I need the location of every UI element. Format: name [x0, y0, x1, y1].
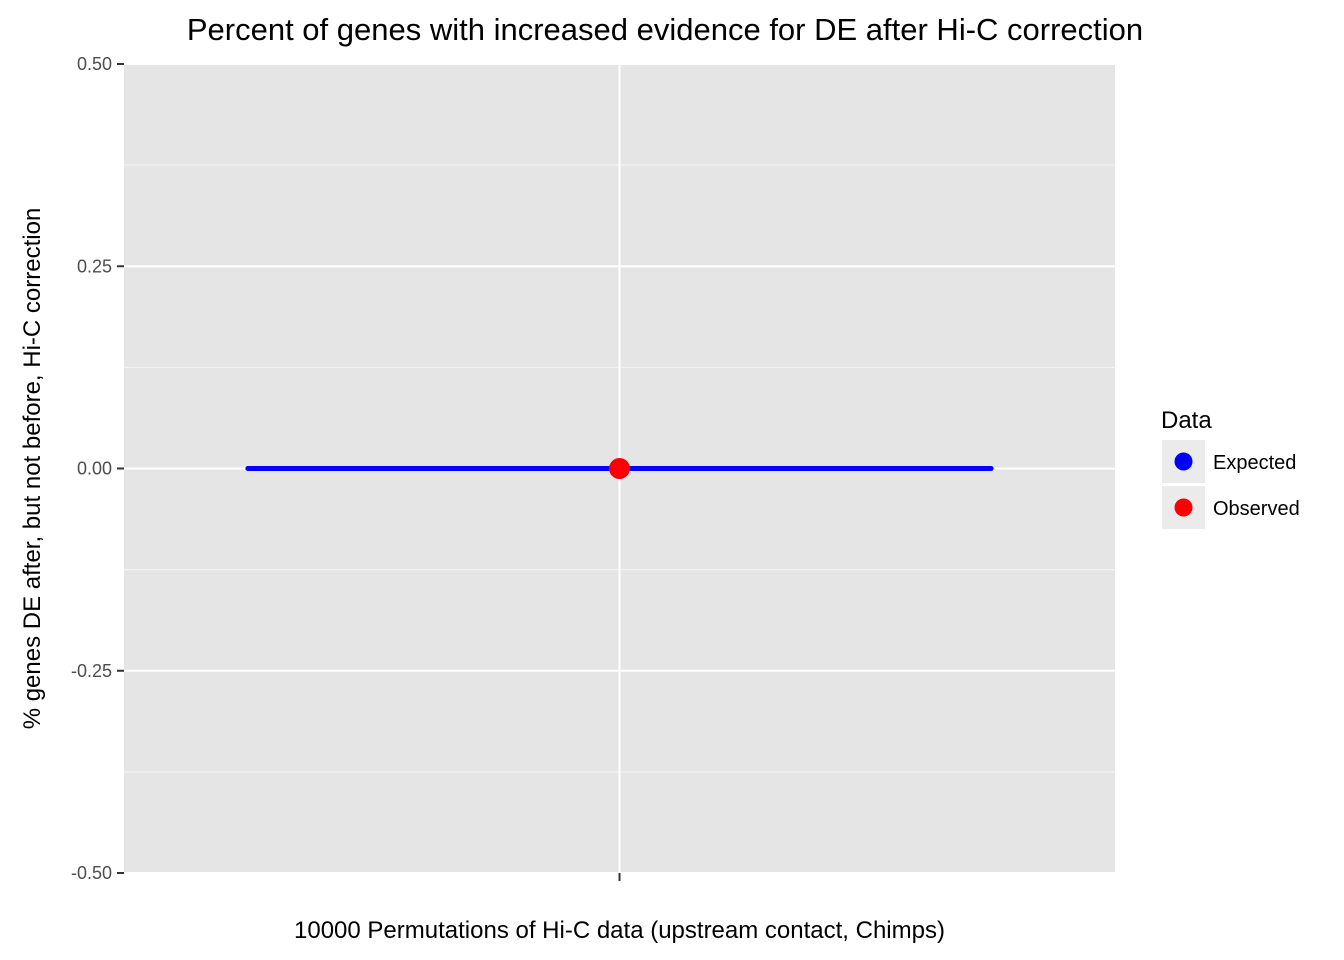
y-tick-label: -0.25 [71, 661, 112, 681]
legend-marker-observed [1174, 498, 1193, 517]
chart-title: Percent of genes with increased evidence… [187, 12, 1143, 47]
legend-marker-expected [1174, 452, 1193, 471]
legend: Data Expected Observed [1161, 407, 1300, 529]
data-marks [245, 458, 994, 479]
observed-point [609, 458, 630, 479]
y-axis-ticks: 0.50 0.25 0.00 -0.25 -0.50 [71, 54, 124, 883]
y-tick-label: 0.50 [77, 54, 112, 74]
y-tick-label: -0.50 [71, 863, 112, 883]
y-tick-label: 0.00 [77, 459, 112, 479]
legend-label-observed: Observed [1213, 498, 1300, 520]
legend-label-expected: Expected [1213, 452, 1296, 474]
y-axis-title: % genes DE after, but not before, Hi-C c… [19, 208, 46, 730]
x-axis-title: 10000 Permutations of Hi-C data (upstrea… [294, 917, 945, 944]
legend-title: Data [1161, 407, 1212, 434]
y-tick-label: 0.25 [77, 256, 112, 276]
